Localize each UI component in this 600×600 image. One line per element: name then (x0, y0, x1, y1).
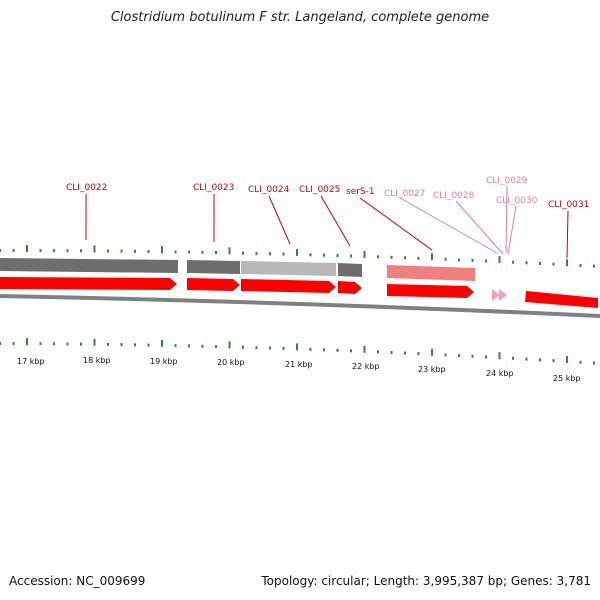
gene-arrow-cli-0022[interactable] (0, 277, 177, 290)
cog-block (338, 263, 362, 277)
gene-label[interactable]: CLI_0024 (248, 185, 290, 195)
kbp-tick-label: 25 kbp (553, 374, 581, 383)
gene-label[interactable]: serS-1 (346, 187, 375, 197)
gene-arrow-cli-0024[interactable] (241, 279, 336, 293)
kbp-tick-label: 21 kbp (285, 360, 313, 369)
kbp-tick-label: 23 kbp (418, 365, 446, 374)
gene-arrow-cli-0025[interactable] (338, 281, 362, 294)
gene-label[interactable]: CLI_0025 (299, 185, 340, 195)
kbp-tick-label: 18 kbp (83, 356, 111, 365)
gene-label[interactable]: CLI_0030 (496, 196, 538, 206)
cog-block (0, 258, 178, 273)
lower-tick-marks (0, 338, 595, 365)
gene-arrow-cli-0030[interactable] (499, 289, 507, 301)
kbp-tick-label: 24 kbp (486, 369, 514, 378)
cog-block (241, 261, 336, 276)
genome-title: Clostridium botulinum F str. Langeland, … (110, 10, 490, 25)
kbp-tick-label: 17 kbp (17, 357, 45, 366)
gene-label[interactable]: CLI_0022 (66, 183, 107, 193)
cog-block (187, 260, 240, 274)
upper-tick-marks (0, 245, 595, 268)
gene-arrow-cli-0023[interactable] (187, 278, 240, 291)
leader-lines (85, 185, 569, 259)
gene-label[interactable]: CLI_0029 (486, 176, 528, 186)
gene-label[interactable]: CLI_0028 (433, 191, 475, 201)
genome-summary-text: Topology: circular; Length: 3,995,387 bp… (261, 574, 591, 588)
genome-backbone (0, 294, 600, 318)
kbp-tick-label: 20 kbp (217, 358, 245, 367)
cog-block (387, 265, 475, 281)
gene-arrow-cli-0031[interactable] (525, 291, 598, 308)
kbp-tick-label: 19 kbp (150, 357, 178, 366)
kbp-tick-label: 22 kbp (352, 362, 380, 371)
gene-label[interactable]: CLI_0023 (193, 183, 234, 193)
gene-arrow-sers-1[interactable] (387, 284, 474, 298)
gene-label[interactable]: CLI_0031 (548, 200, 589, 210)
accession-text: Accession: NC_009699 (9, 574, 146, 588)
gene-arrow-cli-0029[interactable] (492, 289, 500, 301)
gene-label[interactable]: CLI_0027 (384, 189, 425, 199)
cog-track (0, 258, 475, 281)
gene-track (0, 277, 598, 308)
